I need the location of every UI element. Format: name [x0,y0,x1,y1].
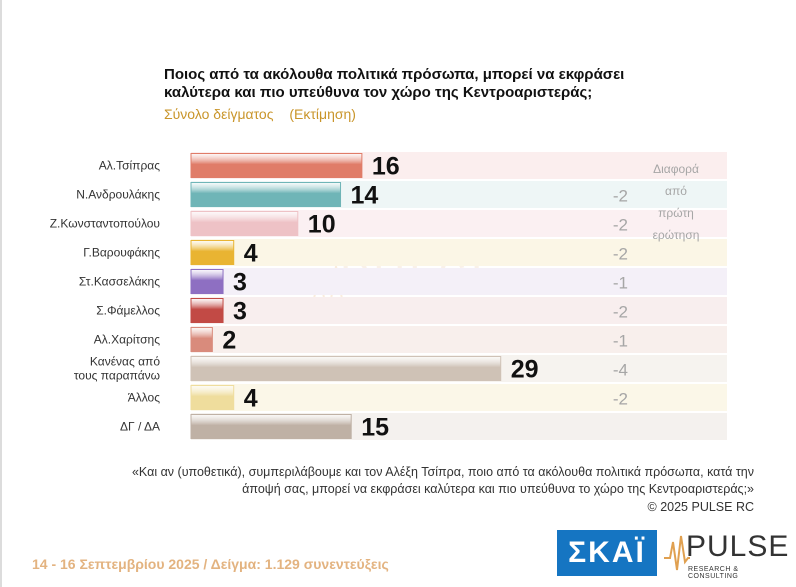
skai-logo: ΣΚΑΪ [557,530,657,576]
pulse-logo-subtext: RESEARCH & CONSULTING [688,566,739,580]
bar [190,356,502,381]
difference-value: -2 [613,245,628,264]
category-label-line: Στ.Κασσελάκης [79,275,160,289]
difference-value: -4 [613,361,628,380]
bar [190,414,352,439]
question-footnote: «Και αν (υποθετικά), συμπεριλάβουμε και … [131,465,754,496]
value-label: 15 [361,414,389,442]
frame-border [0,0,2,587]
bar [190,269,224,294]
difference-header: Διαφορά από πρώτη ερώτηση [640,158,712,246]
difference-value: -2 [613,303,628,322]
difference-value: -2 [613,187,628,206]
category-label-line: Ζ.Κωνσταντοπούλου [50,217,160,231]
category-label-line: ΔΓ / ΔΑ [120,420,160,434]
category-label-line: Άλλος [128,391,161,405]
difference-header-line: Διαφορά [653,162,699,176]
value-label: 4 [244,240,258,268]
value-label: 10 [308,211,336,239]
category-label: Ν.Ανδρουλάκης [76,188,160,202]
category-label-line: Αλ.Τσίπρας [99,159,160,173]
chart-subtitle: Σύνολο δείγματος (Εκτίμηση) [164,106,368,122]
difference-header-line: πρώτη [658,206,694,220]
category-label-line: Γ.Βαρουφάκης [83,246,160,260]
category-label-line: Αλ.Χαρίτσης [94,333,160,347]
value-label: 3 [233,298,247,326]
category-label: Κανένας από τους παραπάνω [74,355,160,383]
difference-value: -2 [613,390,628,409]
category-label: Αλ.Χαρίτσης [94,333,160,347]
category-label-line: Σ.Φάμελλος [96,304,160,318]
value-label: 4 [244,385,258,413]
bar [190,327,213,352]
category-label: Ζ.Κωνσταντοπούλου [50,217,160,231]
difference-value: -2 [613,216,628,235]
pulse-logo-text: PULSE [686,530,790,563]
category-label-line: τους παραπάνω [74,369,160,383]
value-label: 3 [233,269,247,297]
bar [190,240,235,265]
category-label: Γ.Βαρουφάκης [83,246,160,260]
category-label: Στ.Κασσελάκης [79,275,160,289]
row-background [191,326,727,353]
pulse-logo: PULSE RESEARCH & CONSULTING [664,530,790,580]
difference-header-line: από [665,184,687,198]
value-label: 29 [511,356,539,384]
difference-value: -1 [613,274,628,293]
category-label: ΔΓ / ΔΑ [120,420,160,434]
category-label: Σ.Φάμελλος [96,304,160,318]
copyright: © 2025 PULSE RC [647,500,754,514]
chart-title: Ποιος από τα ακόλουθα πολιτικά πρόσωπα, … [164,66,625,101]
value-label: 16 [372,153,400,181]
row-background [191,384,727,411]
value-label: 2 [222,327,236,355]
difference-value: -1 [613,332,628,351]
subtitle-sample: Σύνολο δείγματος [164,106,274,122]
category-label: Άλλος [128,391,161,405]
bar [190,298,224,323]
bar [190,211,299,236]
subtitle-estimate: (Εκτίμηση) [289,106,356,122]
category-label-line: Ν.Ανδρουλάκης [76,188,160,202]
pulse-logo-wave-icon [664,535,690,571]
difference-header-line: ερώτηση [652,228,700,242]
row-background [191,268,727,295]
bar [190,385,235,410]
category-label-line: Κανένας από [90,355,160,369]
category-label: Αλ.Τσίπρας [99,159,160,173]
bar [190,153,363,178]
row-background [191,239,727,266]
bar [190,182,342,207]
value-label: 14 [351,182,379,210]
survey-info: 14 - 16 Σεπτεμβρίου 2025 / Δείγμα: 1.129… [32,556,389,572]
row-background [191,297,727,324]
